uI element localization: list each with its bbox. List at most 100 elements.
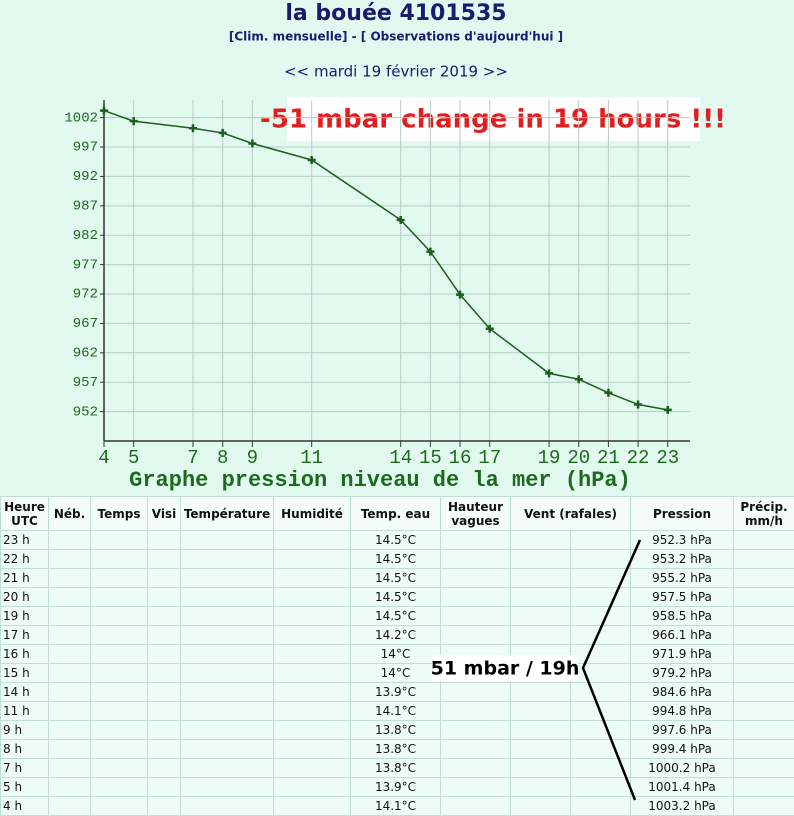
cell-water-temp: 13.9°C (350, 682, 441, 702)
header-row: Heure UTC Néb. Temps Visi Température Humidit… (0, 496, 794, 531)
cell-empty (733, 606, 794, 626)
cell-empty (180, 796, 274, 816)
cell-empty (733, 739, 794, 759)
cell-empty (733, 796, 794, 816)
cell-empty (440, 663, 511, 683)
cell-hour: 4 h (0, 796, 49, 816)
observations-table: Heure UTC Néb. Temps Visi Température Humidit… (0, 496, 794, 816)
point-marker (574, 375, 583, 384)
cell-pressure: 957.5 hPa (630, 587, 734, 607)
column-header: Température (180, 496, 274, 531)
cell-empty (147, 644, 181, 664)
pressure-line (103, 109, 668, 411)
cell-empty (273, 777, 351, 797)
x-tick-label: 7 (187, 447, 198, 469)
cell-empty (510, 777, 571, 797)
y-tick-label: 967 (73, 316, 98, 332)
point-marker (545, 369, 554, 378)
cell-empty (147, 701, 181, 721)
cell-empty (570, 549, 631, 569)
cell-pressure: 999.4 hPa (630, 739, 734, 759)
cell-hour: 8 h (0, 739, 49, 759)
cell-hour: 11 h (0, 701, 49, 721)
cell-hour: 21 h (0, 568, 49, 588)
cell-empty (90, 625, 148, 645)
table-row: 11 h 14.1°C 994.8 hPa (0, 701, 794, 721)
cell-empty (273, 758, 351, 778)
cell-empty (570, 587, 631, 607)
cell-pressure: 1003.2 hPa (630, 796, 734, 816)
cell-empty (48, 625, 91, 645)
x-tick-label: 5 (128, 447, 139, 469)
cell-pressure: 952.3 hPa (630, 530, 734, 550)
table-row: 8 h 13.8°C 999.4 hPa (0, 739, 794, 759)
cell-water-temp: 14.5°C (350, 549, 441, 569)
cell-empty (733, 530, 794, 550)
cell-empty (570, 644, 631, 664)
cell-empty (440, 682, 511, 702)
cell-empty (273, 720, 351, 740)
point-marker (604, 388, 613, 397)
cell-water-temp: 14°C (350, 644, 441, 664)
point-marker (663, 405, 672, 414)
cell-empty (570, 758, 631, 778)
cell-water-temp: 14.2°C (350, 625, 441, 645)
cell-pressure: 984.6 hPa (630, 682, 734, 702)
x-tick-label: 22 (627, 447, 650, 469)
cell-empty (48, 606, 91, 626)
cell-hour: 7 h (0, 758, 49, 778)
cell-empty (570, 777, 631, 797)
cell-water-temp: 14.5°C (350, 587, 441, 607)
cell-empty (510, 644, 571, 664)
cell-empty (90, 777, 148, 797)
cell-empty (570, 625, 631, 645)
cell-empty (273, 663, 351, 683)
cell-empty (147, 568, 181, 588)
table-row: 15 h 14°C 979.2 hPa (0, 663, 794, 683)
nav-links[interactable]: [Clim. mensuelle] - [ Observations d'auj… (229, 30, 563, 44)
cell-hour: 19 h (0, 606, 49, 626)
cell-empty (273, 796, 351, 816)
cell-empty (90, 568, 148, 588)
x-tick-label: 14 (389, 447, 412, 469)
cell-pressure: 979.2 hPa (630, 663, 734, 683)
cell-empty (90, 530, 148, 550)
cell-empty (180, 568, 274, 588)
y-tick-label: 952 (73, 404, 98, 420)
cell-empty (273, 568, 351, 588)
cell-empty (733, 701, 794, 721)
cell-empty (90, 587, 148, 607)
x-tick-label: 20 (567, 447, 590, 469)
column-header: Temps (90, 496, 148, 531)
cell-empty (510, 796, 571, 816)
cell-empty (180, 758, 274, 778)
y-tick-label: 977 (73, 257, 98, 273)
x-tick-label: 11 (300, 447, 323, 469)
cell-empty (570, 796, 631, 816)
cell-empty (273, 682, 351, 702)
cell-empty (733, 777, 794, 797)
column-header: Humidité (273, 496, 351, 531)
cell-empty (180, 720, 274, 740)
cell-empty (273, 625, 351, 645)
column-header: Temp. eau (350, 496, 441, 531)
point-marker (634, 400, 643, 409)
cell-water-temp: 14.5°C (350, 530, 441, 550)
cell-empty (48, 587, 91, 607)
y-tick-label: 992 (73, 169, 98, 185)
cell-hour: 15 h (0, 663, 49, 683)
x-tick-label: 4 (98, 447, 109, 469)
cell-empty (147, 739, 181, 759)
table-row: 4 h 14.1°C 1003.2 hPa (0, 796, 794, 816)
cell-water-temp: 13.8°C (350, 739, 441, 759)
cell-empty (180, 739, 274, 759)
cell-empty (733, 568, 794, 588)
table-row: 17 h 14.2°C 966.1 hPa (0, 625, 794, 645)
cell-empty (440, 758, 511, 778)
cell-water-temp: 13.8°C (350, 758, 441, 778)
cell-empty (90, 682, 148, 702)
date-nav[interactable]: << mardi 19 février 2019 >> (284, 63, 508, 81)
cell-empty (90, 549, 148, 569)
x-tick-label: 19 (538, 447, 561, 469)
column-header: Pression (630, 496, 734, 531)
